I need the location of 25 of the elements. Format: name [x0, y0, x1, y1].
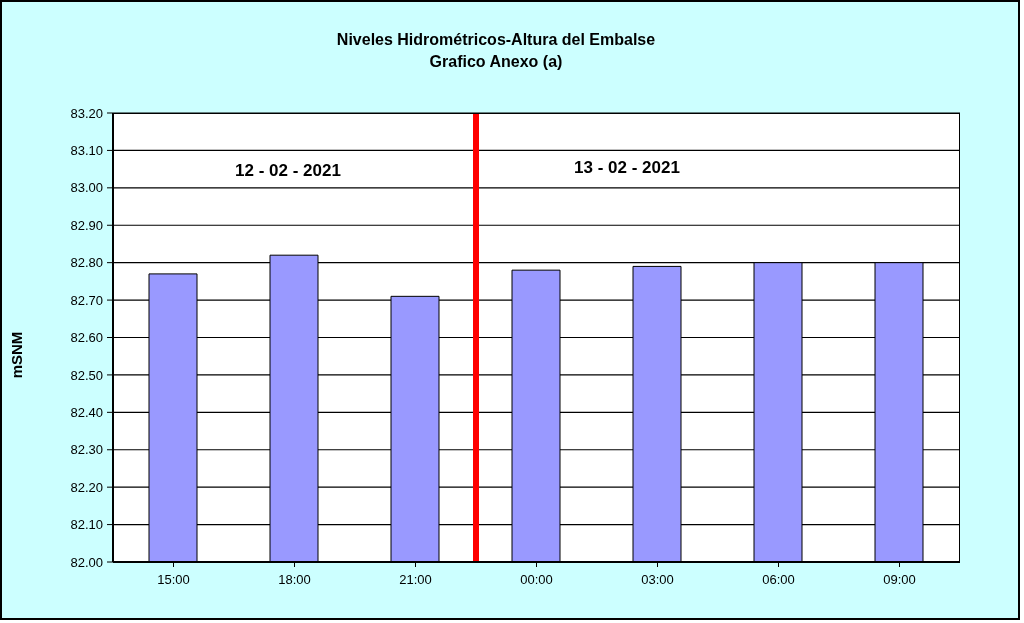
y-tick-label: 82.80	[70, 255, 103, 271]
y-tick-label: 82.30	[70, 442, 103, 458]
chart-subtitle: Grafico Anexo (a)	[428, 52, 564, 72]
chart-title: Niveles Hidrométricos-Altura del Embalse	[335, 30, 657, 50]
y-tick-label: 82.50	[70, 367, 103, 383]
x-tick-label: 18:00	[278, 572, 311, 588]
y-tick-label: 83.10	[70, 143, 103, 159]
y-axis-title: mSNM	[7, 331, 25, 379]
y-tick-label: 82.40	[70, 404, 103, 420]
x-tick-label: 06:00	[762, 572, 795, 588]
y-tick-label: 82.00	[70, 554, 103, 570]
y-tick-label: 82.10	[70, 517, 103, 533]
y-tick-label: 82.20	[70, 479, 103, 495]
y-tick-label: 83.00	[70, 180, 103, 196]
y-tick-label: 82.90	[70, 217, 103, 233]
x-tick-label: 21:00	[399, 572, 432, 588]
y-tick-label: 82.60	[70, 330, 103, 346]
annotation: 13 - 02 - 2021	[574, 158, 680, 178]
x-tick-label: 03:00	[641, 572, 674, 588]
y-tick-label: 82.70	[70, 292, 103, 308]
y-tick-label: 83.20	[70, 105, 103, 121]
x-tick-label: 15:00	[157, 572, 190, 588]
x-tick-label: 00:00	[520, 572, 553, 588]
x-tick-label: 09:00	[883, 572, 916, 588]
annotation: 12 - 02 - 2021	[235, 161, 341, 181]
